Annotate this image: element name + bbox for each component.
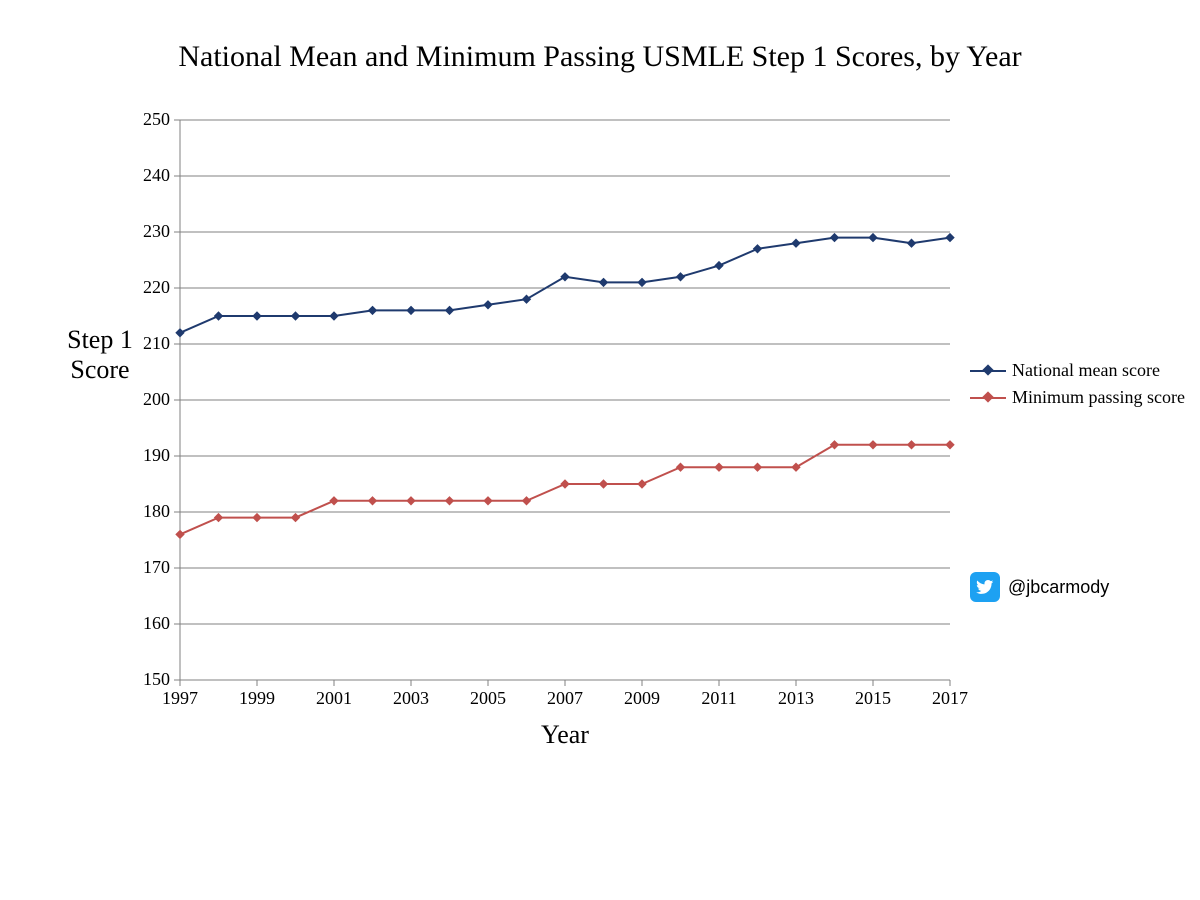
x-tick: 2013 <box>771 688 821 709</box>
x-tick: 2009 <box>617 688 667 709</box>
attribution: @jbcarmody <box>970 572 1109 602</box>
legend-swatch <box>970 364 1006 378</box>
y-tick: 150 <box>130 669 170 690</box>
y-tick: 190 <box>130 445 170 466</box>
x-axis-label: Year <box>180 720 950 750</box>
chart-svg <box>180 120 950 680</box>
legend-swatch <box>970 391 1006 405</box>
legend-item-national-mean: National mean score <box>970 360 1185 381</box>
twitter-icon <box>970 572 1000 602</box>
y-tick: 160 <box>130 613 170 634</box>
y-tick: 170 <box>130 557 170 578</box>
chart-plot-area <box>180 120 950 680</box>
x-tick: 2007 <box>540 688 590 709</box>
y-tick: 220 <box>130 277 170 298</box>
x-tick: 2017 <box>925 688 975 709</box>
chart-title: National Mean and Minimum Passing USMLE … <box>0 40 1200 74</box>
legend-label: National mean score <box>1012 360 1160 381</box>
legend-item-minimum-passing: Minimum passing score <box>970 387 1185 408</box>
y-tick: 180 <box>130 501 170 522</box>
x-tick: 2005 <box>463 688 513 709</box>
x-tick: 2003 <box>386 688 436 709</box>
attribution-handle: @jbcarmody <box>1008 577 1109 598</box>
y-tick: 240 <box>130 165 170 186</box>
x-tick: 2015 <box>848 688 898 709</box>
x-tick: 2011 <box>694 688 744 709</box>
x-tick: 1999 <box>232 688 282 709</box>
legend-label: Minimum passing score <box>1012 387 1185 408</box>
x-tick: 1997 <box>155 688 205 709</box>
y-tick: 200 <box>130 389 170 410</box>
y-tick: 250 <box>130 109 170 130</box>
x-tick: 2001 <box>309 688 359 709</box>
y-tick: 210 <box>130 333 170 354</box>
y-tick: 230 <box>130 221 170 242</box>
legend: National mean score Minimum passing scor… <box>970 360 1185 414</box>
